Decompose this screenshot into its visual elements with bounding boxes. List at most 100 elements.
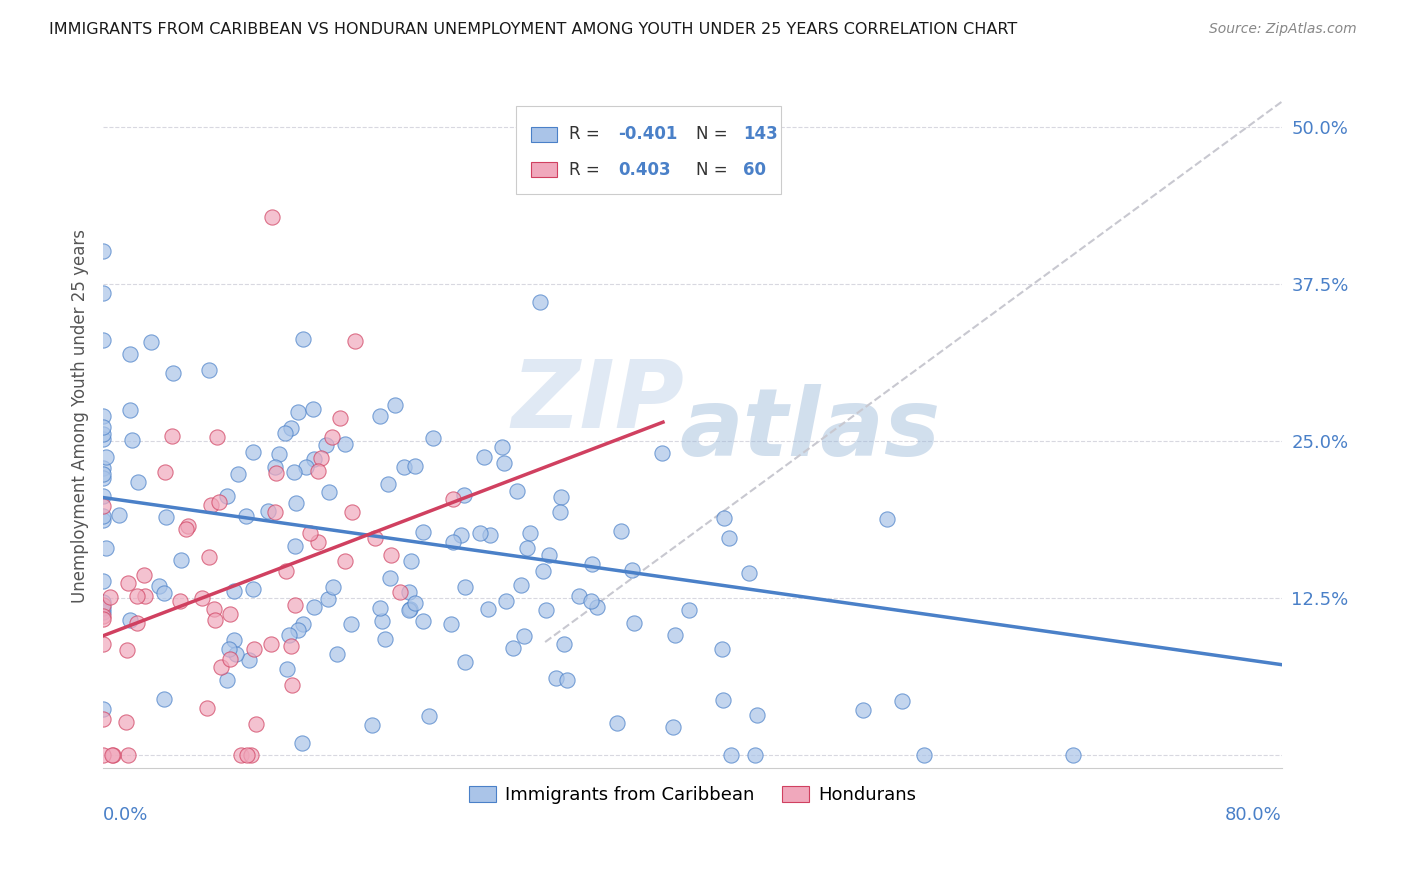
Point bbox=[418, 709, 440, 723]
Point bbox=[121, 434, 143, 448]
Point bbox=[388, 584, 411, 599]
Point bbox=[399, 554, 422, 568]
Point bbox=[536, 603, 558, 617]
Point bbox=[91, 489, 114, 503]
Point bbox=[364, 531, 387, 545]
Point bbox=[263, 459, 285, 474]
Point bbox=[398, 585, 420, 599]
Point bbox=[91, 333, 114, 347]
Point bbox=[302, 452, 325, 467]
Point bbox=[155, 510, 177, 524]
Text: IMMIGRANTS FROM CARIBBEAN VS HONDURAN UNEMPLOYMENT AMONG YOUTH UNDER 25 YEARS CO: IMMIGRANTS FROM CARIBBEAN VS HONDURAN UN… bbox=[49, 22, 1018, 37]
Point bbox=[208, 494, 231, 508]
Point bbox=[912, 748, 935, 763]
Point bbox=[134, 589, 156, 603]
Point bbox=[108, 508, 131, 523]
Point bbox=[344, 334, 367, 348]
FancyBboxPatch shape bbox=[531, 161, 557, 178]
Point bbox=[91, 595, 114, 609]
Point bbox=[537, 548, 560, 562]
Point bbox=[91, 574, 114, 589]
Point bbox=[890, 694, 912, 708]
Point bbox=[91, 409, 114, 424]
Point bbox=[374, 632, 396, 647]
Point bbox=[478, 528, 501, 542]
Point bbox=[308, 535, 330, 549]
Point bbox=[91, 598, 114, 612]
Point bbox=[139, 334, 162, 349]
Point bbox=[326, 647, 349, 661]
Point bbox=[91, 471, 114, 485]
Point bbox=[678, 602, 700, 616]
Text: 143: 143 bbox=[744, 126, 778, 144]
Point bbox=[204, 602, 226, 616]
Text: ZIP: ZIP bbox=[512, 356, 685, 448]
Point bbox=[450, 528, 472, 542]
Point bbox=[238, 653, 260, 667]
FancyBboxPatch shape bbox=[516, 106, 780, 194]
Point bbox=[553, 637, 575, 651]
Point bbox=[260, 210, 283, 224]
Point bbox=[333, 437, 356, 451]
Point bbox=[342, 505, 364, 519]
Point bbox=[277, 628, 299, 642]
Point bbox=[263, 505, 285, 519]
Point bbox=[245, 717, 267, 731]
Point bbox=[91, 499, 114, 513]
Point bbox=[153, 586, 176, 600]
Point bbox=[96, 450, 118, 464]
Point bbox=[662, 720, 685, 734]
Point bbox=[876, 511, 898, 525]
Point bbox=[148, 579, 170, 593]
Point bbox=[738, 566, 761, 581]
Point bbox=[117, 575, 139, 590]
Point bbox=[321, 430, 343, 444]
Point bbox=[267, 447, 290, 461]
Point bbox=[276, 565, 298, 579]
Point bbox=[519, 525, 541, 540]
Point bbox=[115, 642, 138, 657]
Point bbox=[371, 614, 394, 628]
Text: R =: R = bbox=[568, 126, 605, 144]
Point bbox=[125, 589, 148, 603]
Point bbox=[91, 467, 114, 481]
Point bbox=[283, 465, 305, 479]
Point bbox=[505, 483, 527, 498]
Point bbox=[285, 496, 308, 510]
Point bbox=[512, 629, 534, 643]
Point bbox=[309, 450, 332, 465]
Point bbox=[91, 712, 114, 726]
Point bbox=[174, 522, 197, 536]
Point bbox=[454, 580, 477, 594]
Point bbox=[453, 488, 475, 502]
Point bbox=[720, 748, 742, 763]
Point bbox=[302, 599, 325, 614]
Text: N =: N = bbox=[696, 161, 733, 178]
Point bbox=[120, 403, 142, 417]
Point bbox=[441, 492, 464, 507]
Point bbox=[100, 590, 122, 604]
Point bbox=[91, 285, 114, 300]
Point bbox=[91, 748, 114, 763]
Point bbox=[101, 748, 124, 763]
Point bbox=[412, 614, 434, 628]
Point bbox=[266, 467, 288, 481]
Point bbox=[291, 736, 314, 750]
Point bbox=[581, 558, 603, 572]
Point bbox=[440, 617, 463, 632]
Point bbox=[127, 475, 149, 490]
Point bbox=[242, 445, 264, 459]
Point bbox=[115, 715, 138, 730]
Point bbox=[284, 539, 307, 553]
Point bbox=[664, 627, 686, 641]
Point bbox=[398, 602, 420, 616]
Point bbox=[392, 460, 415, 475]
Point bbox=[713, 510, 735, 524]
Point bbox=[441, 535, 464, 549]
Point bbox=[91, 612, 114, 626]
Text: R =: R = bbox=[568, 161, 605, 178]
Point bbox=[339, 616, 361, 631]
Point bbox=[217, 490, 239, 504]
Point bbox=[550, 490, 572, 504]
Point bbox=[568, 589, 591, 603]
